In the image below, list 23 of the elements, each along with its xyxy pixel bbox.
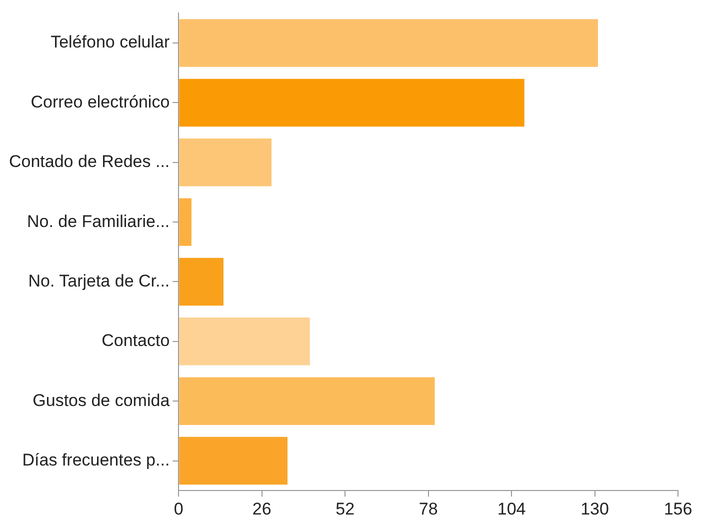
- x-tick-label: 78: [418, 499, 438, 518]
- x-tick-label: 104: [497, 499, 526, 518]
- bar: [179, 377, 435, 425]
- bar: [179, 198, 192, 246]
- bar: [179, 19, 598, 67]
- bar: [179, 78, 524, 127]
- y-tick-label: Contado de Redes ...: [8, 152, 170, 172]
- x-tick-label: 0: [174, 499, 184, 518]
- y-tick-label: Gustos de comida: [32, 390, 170, 410]
- x-tick-label: 156: [664, 499, 692, 518]
- x-tick-label: 52: [336, 499, 355, 518]
- x-tick-label: 130: [580, 499, 609, 518]
- y-tick-label: Correo electrónico: [30, 92, 170, 112]
- bar: [179, 258, 224, 306]
- bar: [179, 138, 272, 186]
- y-tick-label: No. de Familiarie...: [26, 212, 170, 231]
- y-tick-label: Teléfono celular: [50, 32, 170, 52]
- bar: [179, 436, 288, 485]
- y-tick-label: No. Tarjeta de Cr...: [28, 271, 170, 290]
- y-tick-label: Días frecuentes p...: [22, 450, 170, 470]
- x-tick-label: 26: [252, 499, 272, 518]
- y-tick-label: Contacto: [102, 331, 170, 350]
- bar: [179, 318, 310, 366]
